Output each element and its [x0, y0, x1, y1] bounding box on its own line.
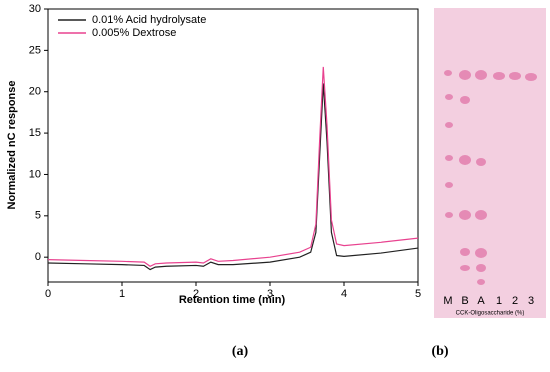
plot-frame [47, 8, 419, 283]
x-tick-label: 1 [119, 288, 125, 300]
spot [445, 182, 453, 188]
legend-label: 0.01% Acid hydrolysate [92, 14, 206, 26]
x-axis-label: Retention time (min) [179, 294, 286, 306]
spot [475, 70, 487, 80]
y-axis-label: Normalized nC response [6, 81, 18, 210]
spot [477, 279, 485, 285]
lane-label: 2 [512, 295, 518, 307]
lane-label: A [477, 295, 485, 307]
x-tick-label: 3 [267, 288, 273, 300]
tlc-plate [434, 8, 546, 318]
spot [445, 94, 453, 100]
spot [445, 155, 453, 161]
y-tick-label: 10 [29, 168, 41, 180]
spot [460, 265, 470, 271]
spot [459, 155, 471, 165]
panel-caption: (a) [232, 344, 249, 359]
x-tick-label: 4 [341, 288, 347, 300]
series-line [47, 83, 419, 271]
x-tick-label: 0 [45, 288, 51, 300]
y-tick-label: 20 [29, 86, 41, 98]
spot [460, 248, 470, 256]
spot [445, 122, 453, 128]
plate-caption: CCK-Oligosaccharide (%) [456, 311, 525, 317]
spot [525, 73, 537, 81]
spot [459, 70, 471, 80]
spot [476, 158, 486, 166]
lane-label: 3 [528, 295, 534, 307]
spot [459, 210, 471, 220]
lane-label: 1 [496, 295, 502, 307]
y-tick-label: 0 [35, 251, 41, 263]
spot [445, 212, 453, 218]
y-tick-label: 30 [29, 3, 41, 15]
spot [475, 248, 487, 258]
y-tick-label: 5 [35, 210, 41, 222]
lane-label: B [461, 295, 468, 307]
spot [444, 70, 452, 76]
spot [509, 72, 521, 80]
plate-spots [444, 70, 537, 285]
spot [476, 264, 486, 272]
x-tick-label: 2 [193, 288, 199, 300]
spot [475, 210, 487, 220]
x-tick-label: 5 [415, 288, 421, 300]
spot [460, 96, 470, 104]
y-tick-label: 25 [29, 44, 41, 56]
spot [493, 72, 505, 80]
panel-caption: (b) [431, 344, 448, 359]
legend-label: 0.005% Dextrose [92, 27, 176, 39]
y-tick-label: 15 [29, 127, 41, 139]
plate-background [434, 8, 546, 318]
lane-label: M [443, 295, 452, 307]
series-line [47, 66, 419, 267]
